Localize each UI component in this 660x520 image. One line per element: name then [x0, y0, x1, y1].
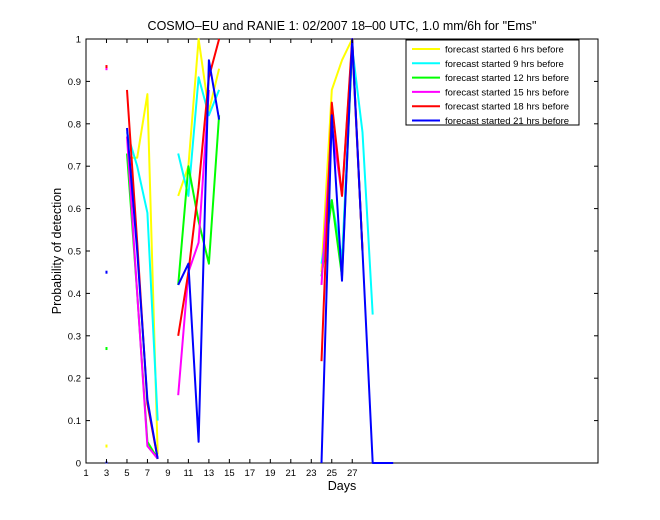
series-line [177, 89, 210, 396]
series-line [126, 136, 159, 460]
series-marker [105, 65, 108, 69]
y-tick-label: 0.9 [68, 77, 81, 88]
series-line [177, 59, 221, 443]
y-tick-label: 1 [76, 35, 81, 46]
y-tick-label: 0.2 [68, 374, 81, 385]
x-tick-label: 7 [145, 468, 150, 479]
x-tick-label: 25 [326, 468, 337, 479]
x-tick-label: 9 [165, 468, 170, 479]
y-tick-label: 0.7 [68, 162, 81, 173]
x-tick-label: 23 [306, 468, 317, 479]
y-tick-label: 0.6 [68, 204, 81, 215]
chart-title: COSMO–EU and RANIE 1: 02/2007 18–00 UTC,… [148, 19, 537, 33]
y-axis-ticks: 0 0.1 0.2 0.3 0.4 0.5 0.6 0.7 0.8 0.9 1 [68, 35, 598, 470]
chart-legend: forecast started 6 hrs before forecast st… [405, 39, 580, 127]
x-axis-label: Days [328, 479, 356, 493]
series-layer [105, 38, 394, 464]
x-tick-label: 17 [245, 468, 256, 479]
x-tick-label: 27 [347, 468, 358, 479]
x-axis-ticks: 1 3 5 7 9 11 13 15 17 19 21 23 25 27 [83, 39, 358, 479]
legend-entry: forecast started 15 hrs before [445, 87, 569, 98]
x-tick-label: 11 [183, 468, 193, 479]
y-tick-label: 0 [76, 459, 81, 470]
x-tick-label: 3 [104, 468, 109, 479]
plot-area: 1 3 5 7 9 11 13 15 17 19 21 23 25 27 00.10.20.30.40.5… [68, 35, 599, 479]
series-marker [105, 347, 108, 351]
x-tick-label: 5 [124, 468, 129, 479]
x-tick-label: 1 [83, 468, 88, 479]
series-marker [105, 270, 108, 274]
y-tick-label: 0.1 [68, 416, 81, 427]
series-line [126, 127, 159, 459]
series-line [177, 38, 221, 197]
y-tick-label: 0.4 [68, 289, 81, 300]
series-line [126, 132, 159, 421]
x-tick-label: 15 [224, 468, 235, 479]
series-marker [105, 444, 108, 448]
series-line [177, 115, 221, 285]
legend-entry: forecast started 9 hrs before [445, 59, 564, 70]
series-line [177, 76, 221, 197]
x-tick-label: 21 [286, 468, 297, 479]
y-tick-label: 0.5 [68, 247, 81, 258]
y-tick-label: 0.3 [68, 331, 81, 342]
y-axis-label: Probability of detection [50, 188, 64, 315]
legend-entry: forecast started 6 hrs before [445, 45, 564, 56]
x-tick-label: 13 [204, 468, 215, 479]
legend-box [405, 39, 580, 126]
legend-entry: forecast started 12 hrs before [445, 73, 569, 84]
x-tick-label: 19 [265, 468, 276, 479]
legend-entry: forecast started 21 hrs before [445, 116, 569, 127]
series-line [177, 38, 221, 336]
series-marker [105, 67, 108, 71]
y-tick-label: 0.8 [68, 119, 81, 130]
legend-entry: forecast started 18 hrs before [445, 102, 569, 113]
